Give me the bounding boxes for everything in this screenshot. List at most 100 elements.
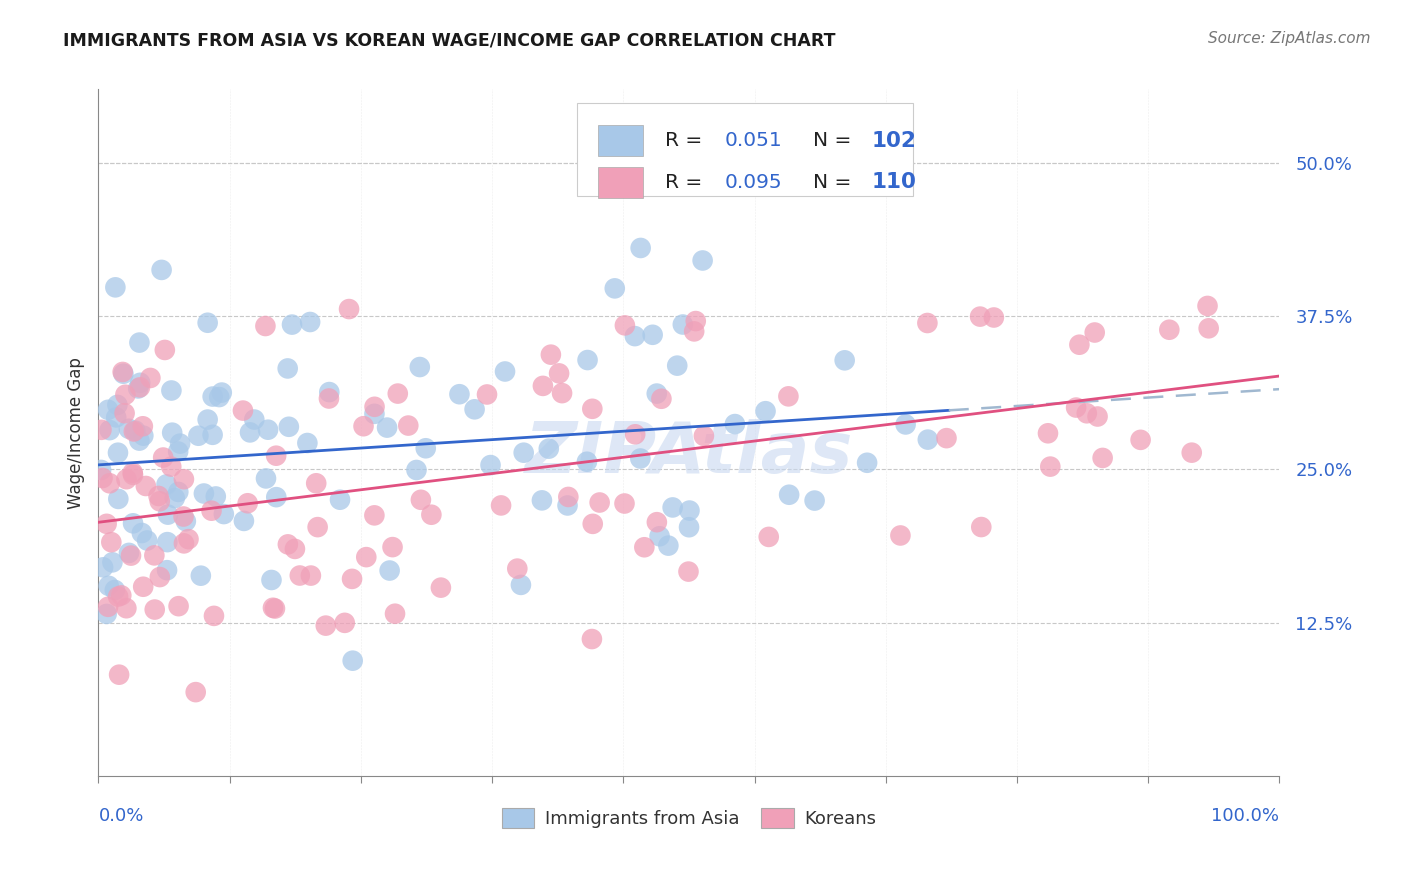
Point (254, 318, 277, 333)
Point (551, 386, 574, 401)
Point (236, 496, 259, 510)
Point (970, 520, 993, 534)
Point (475, 387, 498, 401)
Point (105, 410, 128, 425)
Point (155, 477, 177, 491)
Point (212, 507, 235, 521)
Point (128, 434, 150, 448)
Point (581, 401, 603, 416)
Point (97, 579, 120, 593)
Point (657, 539, 679, 553)
Point (132, 428, 155, 442)
Point (387, 386, 409, 401)
Point (333, 615, 356, 630)
Point (405, 463, 427, 477)
Point (641, 327, 664, 342)
Point (624, 329, 647, 343)
Point (284, 541, 307, 556)
Point (107, 590, 129, 604)
Point (118, 546, 141, 560)
Text: 0.051: 0.051 (724, 131, 782, 150)
Point (613, 318, 636, 333)
Point (110, 588, 132, 602)
Point (430, 581, 453, 595)
Point (108, 667, 131, 681)
Point (1076, 406, 1098, 420)
Text: N =: N = (813, 173, 858, 192)
FancyBboxPatch shape (576, 103, 914, 195)
Point (173, 536, 195, 550)
Point (107, 491, 129, 506)
Point (464, 402, 486, 417)
Point (678, 520, 700, 534)
Point (624, 427, 647, 442)
Point (115, 472, 138, 486)
Point (409, 492, 432, 507)
Point (363, 508, 385, 523)
Point (449, 387, 471, 401)
Point (122, 467, 145, 482)
Point (1036, 426, 1059, 441)
Point (531, 379, 554, 393)
Point (148, 489, 170, 503)
Point (548, 367, 571, 381)
Point (90, 463, 112, 477)
Point (135, 479, 157, 493)
Point (114, 388, 136, 402)
Point (650, 392, 672, 406)
Point (132, 419, 155, 434)
Point (239, 425, 262, 440)
Point (107, 446, 129, 460)
Point (118, 422, 141, 436)
Point (232, 514, 254, 528)
Point (969, 310, 991, 324)
Point (167, 599, 190, 614)
Point (353, 419, 375, 434)
Point (97, 599, 120, 614)
Point (160, 459, 183, 474)
Point (121, 466, 143, 480)
Point (156, 535, 179, 549)
Point (120, 549, 142, 563)
Point (557, 490, 579, 504)
Point (200, 504, 222, 518)
Point (633, 541, 655, 555)
Point (307, 520, 329, 534)
Point (156, 563, 179, 577)
Point (1129, 433, 1152, 447)
Point (174, 514, 197, 528)
Point (917, 433, 939, 447)
Point (91, 560, 114, 574)
Point (363, 400, 385, 414)
Point (299, 315, 322, 329)
Point (260, 573, 283, 587)
Point (232, 403, 254, 417)
Point (540, 348, 562, 362)
Point (184, 685, 207, 699)
Point (1087, 409, 1109, 424)
Point (537, 442, 560, 456)
Point (266, 490, 288, 504)
Point (648, 529, 671, 543)
Point (160, 384, 183, 398)
Point (131, 526, 153, 541)
Point (479, 458, 502, 472)
Point (894, 417, 917, 432)
Point (201, 427, 224, 442)
Point (257, 423, 280, 437)
Point (91, 471, 114, 485)
Point (264, 449, 287, 463)
Point (97, 402, 120, 417)
Point (262, 600, 284, 615)
Text: 0.095: 0.095 (724, 173, 782, 192)
Point (143, 602, 166, 616)
Point (693, 429, 716, 443)
Point (834, 353, 856, 368)
Point (375, 420, 398, 434)
Point (177, 532, 200, 546)
Point (115, 601, 138, 615)
Point (917, 316, 939, 330)
Point (1064, 401, 1087, 415)
Point (318, 385, 340, 400)
Point (396, 418, 419, 433)
